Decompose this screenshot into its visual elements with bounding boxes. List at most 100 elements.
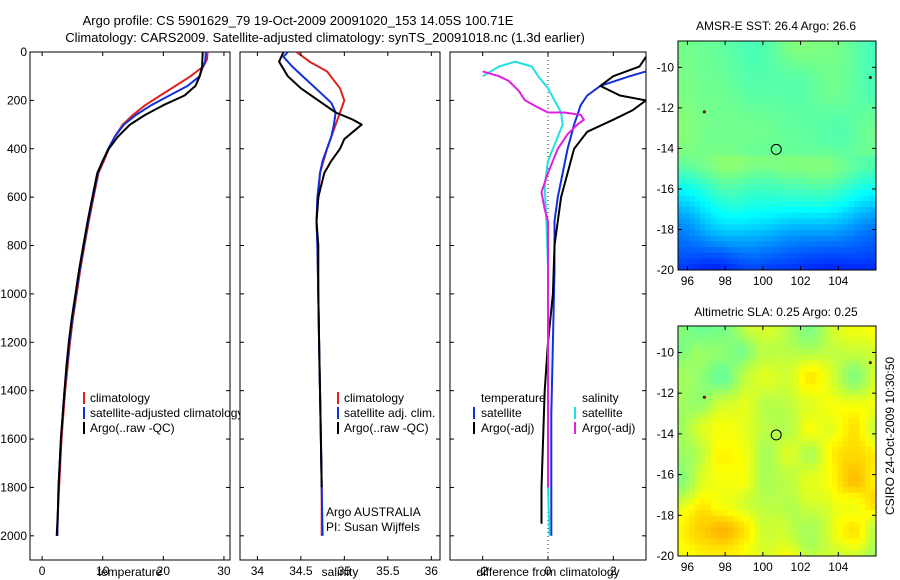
sst-map-cell	[782, 212, 789, 219]
sst-map-cell	[689, 81, 695, 88]
sla-map-cell	[865, 521, 871, 528]
sla-map-cell	[793, 389, 800, 396]
sla-map-cell	[738, 400, 745, 407]
sla-map-cell	[799, 458, 805, 465]
sst-map-cell	[705, 46, 712, 53]
sla-map-cell	[749, 492, 756, 499]
sla-map-cell	[859, 343, 866, 350]
sla-map-cell	[810, 354, 816, 361]
sla-map-cell	[788, 406, 794, 413]
sla-map-cell	[865, 337, 871, 344]
sst-map-cell	[793, 149, 800, 156]
sst-map-cell	[694, 178, 701, 185]
sla-map-cell	[689, 487, 695, 494]
sla-map-cell	[793, 487, 800, 494]
temperature-legend-argo: Argo(..raw -QC)	[90, 421, 175, 435]
temperature-xtick-label-1: 10	[96, 564, 110, 578]
sst-map-cell	[733, 86, 739, 94]
sla-map-cell	[810, 435, 816, 442]
sst-map-cell	[832, 63, 838, 71]
sst-map-cell	[683, 252, 690, 260]
sst-map-cell	[810, 172, 816, 179]
sla-map-cell	[749, 544, 756, 551]
sst-map-cell	[705, 52, 712, 59]
sla-map-cell	[722, 446, 728, 453]
sst-map-cell	[848, 155, 855, 162]
sst-map-cell	[832, 81, 838, 88]
sst-map-cell	[821, 264, 827, 271]
sla-map-cell	[815, 406, 822, 413]
sla-map-cell	[766, 452, 772, 459]
sla-map-cell	[722, 487, 728, 494]
sla-map-cell	[859, 389, 866, 396]
sla-map-cell	[799, 441, 805, 448]
sla-map-cell	[865, 343, 871, 350]
sla-map-cell	[826, 464, 833, 471]
sla-map-cell	[832, 337, 838, 344]
sla-map-cell	[760, 395, 767, 402]
sst-map-cell	[689, 258, 695, 265]
sst-map-cell	[777, 178, 783, 185]
sla-map-cell	[826, 498, 833, 505]
sst-map-cell	[788, 155, 794, 162]
sla-map-cell	[804, 349, 811, 356]
sst-map-cell	[837, 166, 844, 174]
sla-map-cell	[755, 504, 761, 511]
sla-map-cell	[793, 343, 800, 350]
sst-map-cell	[738, 212, 745, 219]
sst-map-cell	[689, 58, 695, 65]
sla-map-cell	[804, 395, 811, 402]
sla-map-cell	[815, 441, 822, 448]
sla-map-cell	[865, 533, 871, 540]
sst-map-cell	[782, 252, 789, 260]
sla-map-cell	[766, 331, 772, 338]
sst-map-cell	[678, 264, 684, 271]
sla-map-cell	[755, 354, 761, 361]
sst-map-cell	[727, 86, 734, 94]
sst-map-cell	[843, 92, 849, 99]
sst-map-cell	[793, 121, 800, 128]
sst-map-cell	[744, 184, 750, 191]
sst-map-cell	[815, 166, 822, 174]
sla-map-cell	[738, 406, 745, 413]
temperature-ytick-label-5: 1000	[0, 287, 27, 301]
sst-map-cell	[799, 52, 805, 59]
sst-map-cell	[738, 201, 745, 208]
sla-map-cell	[837, 383, 844, 390]
sst-map-cell	[854, 155, 860, 162]
sst-map-cell	[694, 252, 701, 260]
sst-map-cell	[771, 121, 778, 128]
sst-map-cell	[683, 75, 690, 82]
sla-map-cell	[854, 515, 860, 522]
sla-map-cell	[700, 550, 706, 557]
sst-map-cell	[766, 81, 772, 88]
sla-map-cell	[760, 469, 767, 476]
sst-map-cell	[815, 103, 822, 111]
title-line-2: Climatology: CARS2009. Satellite-adjuste…	[65, 30, 585, 45]
sst-map-cell	[782, 161, 789, 168]
sst-map-cell	[848, 41, 855, 48]
sst-map-cell	[744, 172, 750, 179]
sst-map-cell	[826, 247, 833, 254]
sla-map-cell	[700, 423, 706, 430]
sla-map-cell	[793, 331, 800, 338]
sla-map-cell	[683, 446, 690, 453]
sst-map-cell	[722, 109, 728, 116]
sla-map-cell	[755, 412, 761, 419]
sla-map-cell	[689, 521, 695, 528]
sst-map-cell	[689, 184, 695, 191]
sla-map-cell	[683, 418, 690, 425]
sst-map-cell	[766, 252, 772, 260]
sla-map-cell	[848, 464, 855, 471]
sla-map-cell	[727, 337, 734, 344]
sla-map-cell	[755, 326, 761, 333]
sst-map-cell	[711, 92, 717, 99]
sla-map-cell	[843, 441, 849, 448]
sst-map-cell	[854, 109, 860, 116]
sla-map-cell	[821, 550, 827, 557]
sst-map-cell	[810, 81, 816, 88]
sla-map-cell	[694, 533, 701, 540]
sla-map-cell	[689, 429, 695, 436]
sla-map-cell	[733, 550, 739, 557]
sla-map-cell	[689, 435, 695, 442]
